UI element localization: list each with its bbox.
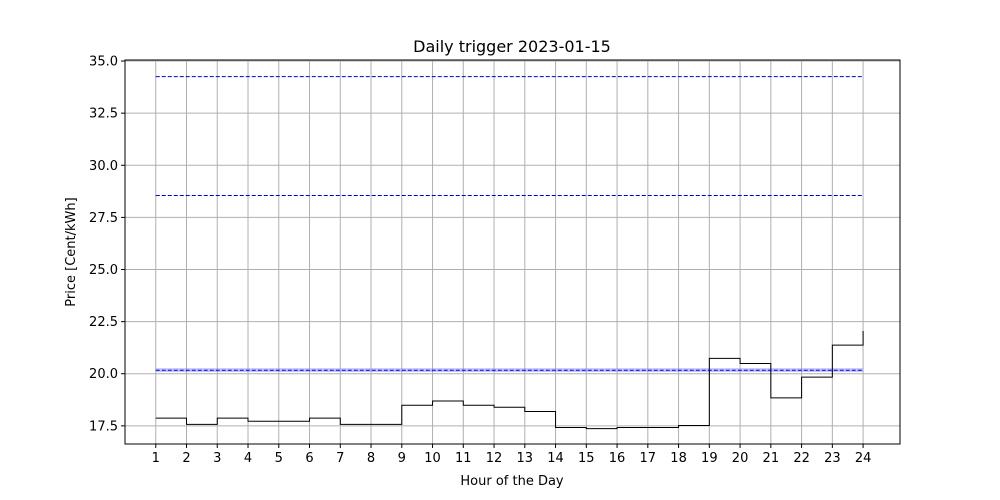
x-tick-label: 9 <box>398 451 406 466</box>
x-tick-label: 15 <box>578 451 595 466</box>
x-tick-label: 13 <box>517 451 534 466</box>
x-axis-label: Hour of the Day <box>460 474 564 489</box>
x-tick-label: 16 <box>609 451 626 466</box>
x-tick-label: 6 <box>305 451 313 466</box>
x-tick-label: 19 <box>701 451 718 466</box>
threshold-band <box>155 368 864 373</box>
y-tick-label: 27.5 <box>89 211 118 226</box>
y-tick-label: 30.0 <box>89 159 118 174</box>
x-tick-label: 5 <box>275 451 283 466</box>
x-tick-label: 17 <box>640 451 657 466</box>
x-tick-label: 23 <box>824 451 841 466</box>
x-tick-label: 14 <box>547 451 564 466</box>
y-tick-label: 32.5 <box>89 107 118 122</box>
x-tick-label: 21 <box>763 451 780 466</box>
y-tick-label: 35.0 <box>89 55 118 70</box>
x-tick-label: 20 <box>732 451 749 466</box>
series-layer <box>155 76 864 430</box>
y-axis-label: Price [Cent/kWh] <box>64 197 79 306</box>
x-tick-label: 18 <box>670 451 687 466</box>
y-tick-label: 25.0 <box>89 263 118 278</box>
x-tick-label: 10 <box>424 451 441 466</box>
y-tick-label: 20.0 <box>89 367 118 382</box>
plot-frame <box>124 59 901 445</box>
price-step-line <box>155 331 864 430</box>
x-tick-label: 24 <box>855 451 872 466</box>
x-tick-label: 4 <box>244 451 252 466</box>
band-layer <box>155 368 864 373</box>
y-tick-label: 22.5 <box>89 315 118 330</box>
x-tick-label: 22 <box>793 451 810 466</box>
x-tick-label: 3 <box>213 451 221 466</box>
y-tick-label: 17.5 <box>89 419 118 434</box>
x-tick-label: 8 <box>367 451 375 466</box>
x-tick-label: 11 <box>455 451 472 466</box>
x-tick-label: 7 <box>336 451 344 466</box>
x-tick-label: 1 <box>152 451 160 466</box>
y-axis-ticks: 17.5 20.0 22.5 25.0 27.5 30.0 32.5 35.0 <box>89 55 125 434</box>
grid <box>125 60 900 444</box>
chart-title: Daily trigger 2023-01-15 <box>413 37 611 56</box>
x-tick-label: 2 <box>182 451 190 466</box>
x-axis-ticks: 1 2 3 4 5 6 7 8 9 10 11 12 13 14 15 16 17 18 19 20 21 22 23 24 <box>152 444 872 466</box>
x-tick-label: 12 <box>486 451 503 466</box>
